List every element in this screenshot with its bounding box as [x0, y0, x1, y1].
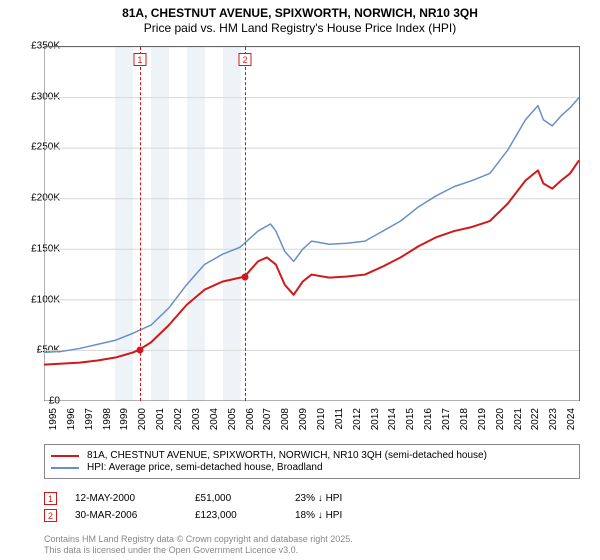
x-tick-label: 2000: [137, 408, 148, 430]
x-tick-label: 2011: [334, 408, 345, 430]
x-tick-label: 2014: [387, 408, 398, 430]
x-axis-labels: 1995 1996 1997 1998 1999 2000 2001 2002 2003 2004…: [44, 404, 580, 444]
legend-row-price: 81A, CHESTNUT AVENUE, SPIXWORTH, NORWICH…: [51, 450, 573, 461]
legend: 81A, CHESTNUT AVENUE, SPIXWORTH, NORWICH…: [44, 444, 580, 479]
x-tick-label: 2003: [191, 408, 202, 430]
x-tick-label: 2019: [477, 408, 488, 430]
x-tick-label: 2016: [423, 408, 434, 430]
marker-vline: [245, 47, 246, 401]
x-tick-label: 2015: [405, 408, 416, 430]
x-tick-label: 2001: [155, 408, 166, 430]
x-tick-label: 2023: [548, 408, 559, 430]
x-tick-label: 2004: [209, 408, 220, 430]
x-tick-label: 2021: [513, 408, 524, 430]
legend-box: 81A, CHESTNUT AVENUE, SPIXWORTH, NORWICH…: [44, 444, 580, 479]
x-tick-label: 2007: [262, 408, 273, 430]
x-tick-label: 1997: [84, 408, 95, 430]
legend-row-hpi: HPI: Average price, semi-detached house,…: [51, 462, 573, 473]
transaction-badge: 1: [44, 492, 57, 505]
x-tick-label: 2008: [280, 408, 291, 430]
chart-area: 12: [44, 46, 580, 401]
copyright: Contains HM Land Registry data © Crown c…: [44, 534, 353, 556]
x-tick-label: 1995: [48, 408, 59, 430]
marker-badge-1: 1: [133, 53, 146, 66]
marker-badge-2: 2: [239, 53, 252, 66]
x-tick-label: 2010: [316, 408, 327, 430]
x-tick-label: 2022: [530, 408, 541, 430]
chart-title: 81A, CHESTNUT AVENUE, SPIXWORTH, NORWICH…: [0, 6, 600, 20]
transaction-row: 2 30-MAR-2006£123,00018% ↓ HPI: [44, 509, 580, 522]
transaction-rows: 1 12-MAY-2000£51,00023% ↓ HPI 2 30-MAR-2006…: [44, 488, 580, 526]
transaction-delta: 23% ↓ HPI: [295, 493, 342, 504]
transaction-date: 12-MAY-2000: [75, 493, 195, 504]
transaction-price: £123,000: [195, 510, 295, 521]
x-tick-label: 1999: [119, 408, 130, 430]
chart-subtitle: Price paid vs. HM Land Registry's House …: [0, 21, 600, 35]
x-tick-label: 1996: [66, 408, 77, 430]
transaction-delta: 18% ↓ HPI: [295, 510, 342, 521]
legend-swatch-hpi: [51, 467, 79, 469]
legend-label-price: 81A, CHESTNUT AVENUE, SPIXWORTH, NORWICH…: [87, 450, 487, 461]
x-tick-label: 2017: [441, 408, 452, 430]
transaction-row: 1 12-MAY-2000£51,00023% ↓ HPI: [44, 492, 580, 505]
x-tick-label: 2002: [173, 408, 184, 430]
x-tick-label: 1998: [102, 408, 113, 430]
legend-swatch-price: [51, 455, 79, 457]
data-point: [242, 274, 249, 281]
x-tick-label: 2024: [566, 408, 577, 430]
x-tick-label: 2018: [459, 408, 470, 430]
x-tick-label: 2012: [352, 408, 363, 430]
x-tick-label: 2020: [495, 408, 506, 430]
transaction-badge: 2: [44, 509, 57, 522]
copyright-line1: Contains HM Land Registry data © Crown c…: [44, 534, 353, 545]
transaction-date: 30-MAR-2006: [75, 510, 195, 521]
data-point: [136, 347, 143, 354]
x-tick-label: 2009: [298, 408, 309, 430]
chart-container: 81A, CHESTNUT AVENUE, SPIXWORTH, NORWICH…: [0, 0, 600, 560]
copyright-line2: This data is licensed under the Open Gov…: [44, 545, 353, 556]
title-block: 81A, CHESTNUT AVENUE, SPIXWORTH, NORWICH…: [0, 0, 600, 39]
x-tick-label: 2013: [370, 408, 381, 430]
transaction-price: £51,000: [195, 493, 295, 504]
x-tick-label: 2005: [227, 408, 238, 430]
plot-svg: [44, 47, 579, 401]
x-tick-label: 2006: [245, 408, 256, 430]
legend-label-hpi: HPI: Average price, semi-detached house,…: [87, 462, 323, 473]
